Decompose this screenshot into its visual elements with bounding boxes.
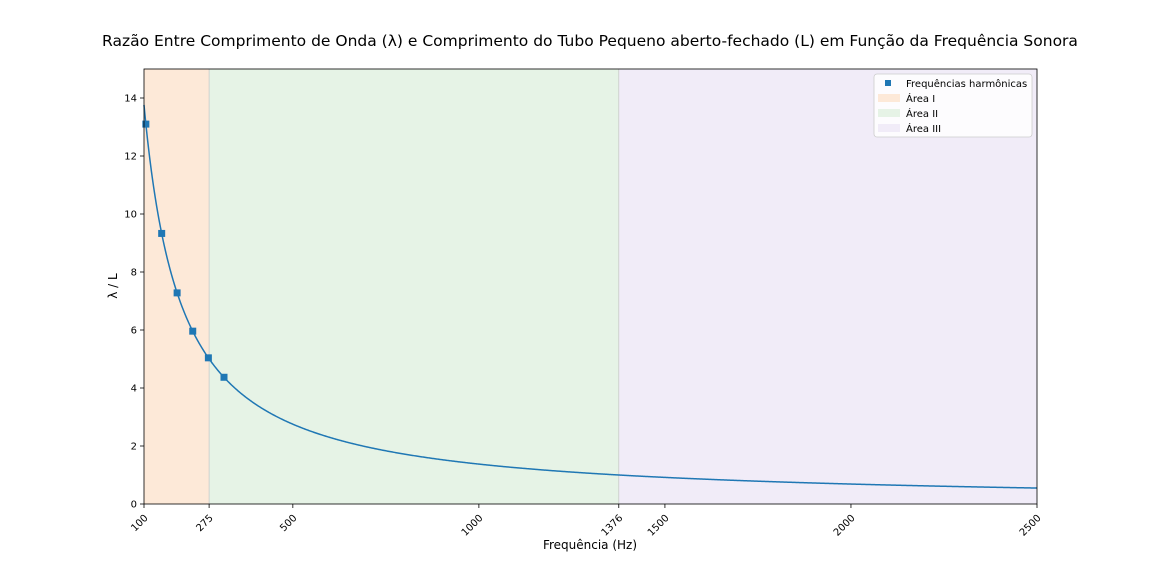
x-tick-label-500: 500 xyxy=(278,513,299,534)
shaded-regions xyxy=(144,69,1037,504)
legend-label-area-i: Área I xyxy=(906,92,935,105)
legend: Frequências harmônicas Área I Área II Ár… xyxy=(873,73,1033,138)
legend-patch-area-ii xyxy=(878,109,900,117)
x-tick-label-275: 275 xyxy=(194,513,215,534)
x-tick-label-1376: 1376 xyxy=(600,513,626,539)
chart-title: Razão Entre Comprimento de Onda (λ) e Co… xyxy=(102,32,1078,50)
x-tick-label-1500: 1500 xyxy=(646,513,672,539)
y-tick-label-12: 12 xyxy=(124,152,137,163)
legend-label-area-ii: Área II xyxy=(906,107,938,120)
y-tick-label-14: 14 xyxy=(124,94,137,105)
curve-layer xyxy=(143,104,1038,489)
x-tick-label-2500: 2500 xyxy=(1018,513,1044,539)
x-tick-label-1000: 1000 xyxy=(460,513,486,539)
y-axis-label: λ / L xyxy=(106,273,120,299)
region-area-2 xyxy=(209,69,619,504)
y-axis-ticks: 0 2 4 6 8 10 12 14 xyxy=(124,94,144,511)
y-tick-label-8: 8 xyxy=(131,268,137,279)
region-area-1 xyxy=(144,69,210,504)
y-tick-label-2: 2 xyxy=(131,442,137,453)
x-tick-label-2000: 2000 xyxy=(832,513,858,539)
legend-label-area-iii: Área III xyxy=(906,122,941,135)
y-tick-label-10: 10 xyxy=(124,210,137,221)
harmonic-point-4 xyxy=(189,327,197,335)
legend-patch-area-i xyxy=(878,94,900,102)
harmonic-point-6 xyxy=(220,373,228,381)
x-axis-ticks: 100 275 500 1000 1376 1500 2000 2500 xyxy=(129,504,1044,539)
harmonic-point-5 xyxy=(204,354,212,362)
harmonic-point-2 xyxy=(158,229,166,237)
curve-line xyxy=(143,104,1038,489)
legend-box xyxy=(873,73,1033,138)
legend-patch-area-iii xyxy=(878,124,900,132)
x-axis-label: Frequência (Hz) xyxy=(543,538,637,552)
y-tick-label-0: 0 xyxy=(131,500,137,511)
x-tick-label-100: 100 xyxy=(129,513,150,534)
y-tick-label-6: 6 xyxy=(131,326,137,337)
plot-frame xyxy=(143,68,1038,505)
region-area-3 xyxy=(618,69,1037,504)
harmonic-point-1 xyxy=(142,120,150,128)
harmonic-points xyxy=(142,120,228,381)
y-tick-label-4: 4 xyxy=(131,384,137,395)
harmonic-point-3 xyxy=(173,289,181,297)
legend-marker-harmonic xyxy=(885,80,891,86)
legend-label-harmonic: Frequências harmônicas xyxy=(906,78,1027,90)
